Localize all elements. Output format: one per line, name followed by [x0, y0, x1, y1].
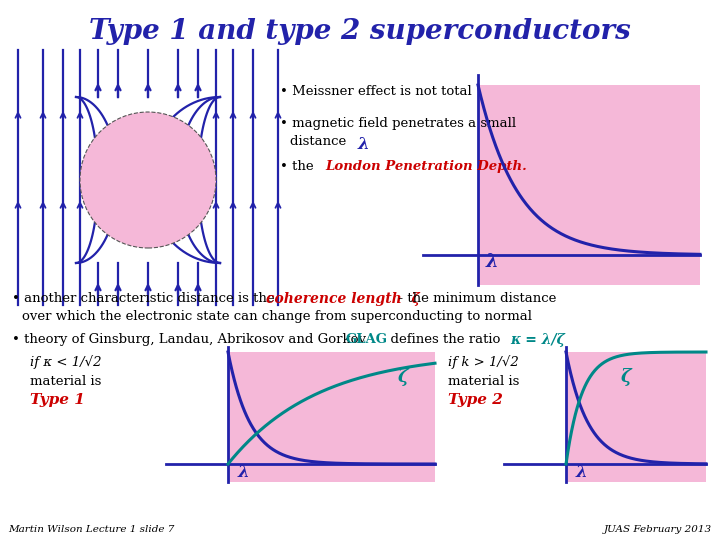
- Text: if κ < 1/√2: if κ < 1/√2: [30, 355, 102, 369]
- Text: over which the electronic state can change from superconducting to normal: over which the electronic state can chan…: [22, 310, 532, 323]
- Text: • Meissner effect is not total: • Meissner effect is not total: [280, 85, 472, 98]
- Text: London Penetration Depth.: London Penetration Depth.: [325, 160, 527, 173]
- Text: coherence length  ζ: coherence length ζ: [266, 292, 420, 306]
- Text: Type 1 and type 2 superconductors: Type 1 and type 2 superconductors: [89, 18, 631, 45]
- Text: defines the ratio: defines the ratio: [382, 333, 513, 346]
- Text: • magnetic field penetrates a small: • magnetic field penetrates a small: [280, 117, 516, 130]
- Text: Type 1: Type 1: [30, 393, 85, 407]
- Text: material is: material is: [448, 375, 519, 388]
- Text: Type 2: Type 2: [448, 393, 503, 407]
- Text: GLAG: GLAG: [345, 333, 387, 346]
- Text: material is: material is: [30, 375, 102, 388]
- Text: • another characteristic distance is the: • another characteristic distance is the: [12, 292, 279, 305]
- Text: distance: distance: [290, 135, 351, 148]
- Text: - the minimum distance: - the minimum distance: [390, 292, 557, 305]
- Circle shape: [80, 112, 216, 248]
- Bar: [478, 85, 700, 285]
- Text: λ: λ: [486, 253, 499, 271]
- Bar: [566, 352, 706, 482]
- Text: ζ: ζ: [398, 368, 409, 386]
- Text: ζ: ζ: [621, 368, 631, 386]
- Text: • theory of Ginsburg, Landau, Abrikosov and Gorkov: • theory of Ginsburg, Landau, Abrikosov …: [12, 333, 374, 346]
- Bar: [228, 352, 435, 482]
- Text: λ: λ: [238, 464, 250, 481]
- Text: if k > 1/√2: if k > 1/√2: [448, 355, 518, 369]
- Text: • the: • the: [280, 160, 322, 173]
- Text: λ: λ: [576, 464, 588, 481]
- Text: κ = λ/ζ: κ = λ/ζ: [510, 333, 565, 347]
- Text: λ: λ: [358, 136, 369, 153]
- Text: Martin Wilson Lecture 1 slide 7: Martin Wilson Lecture 1 slide 7: [8, 525, 174, 534]
- Text: JUAS February 2013: JUAS February 2013: [604, 525, 712, 534]
